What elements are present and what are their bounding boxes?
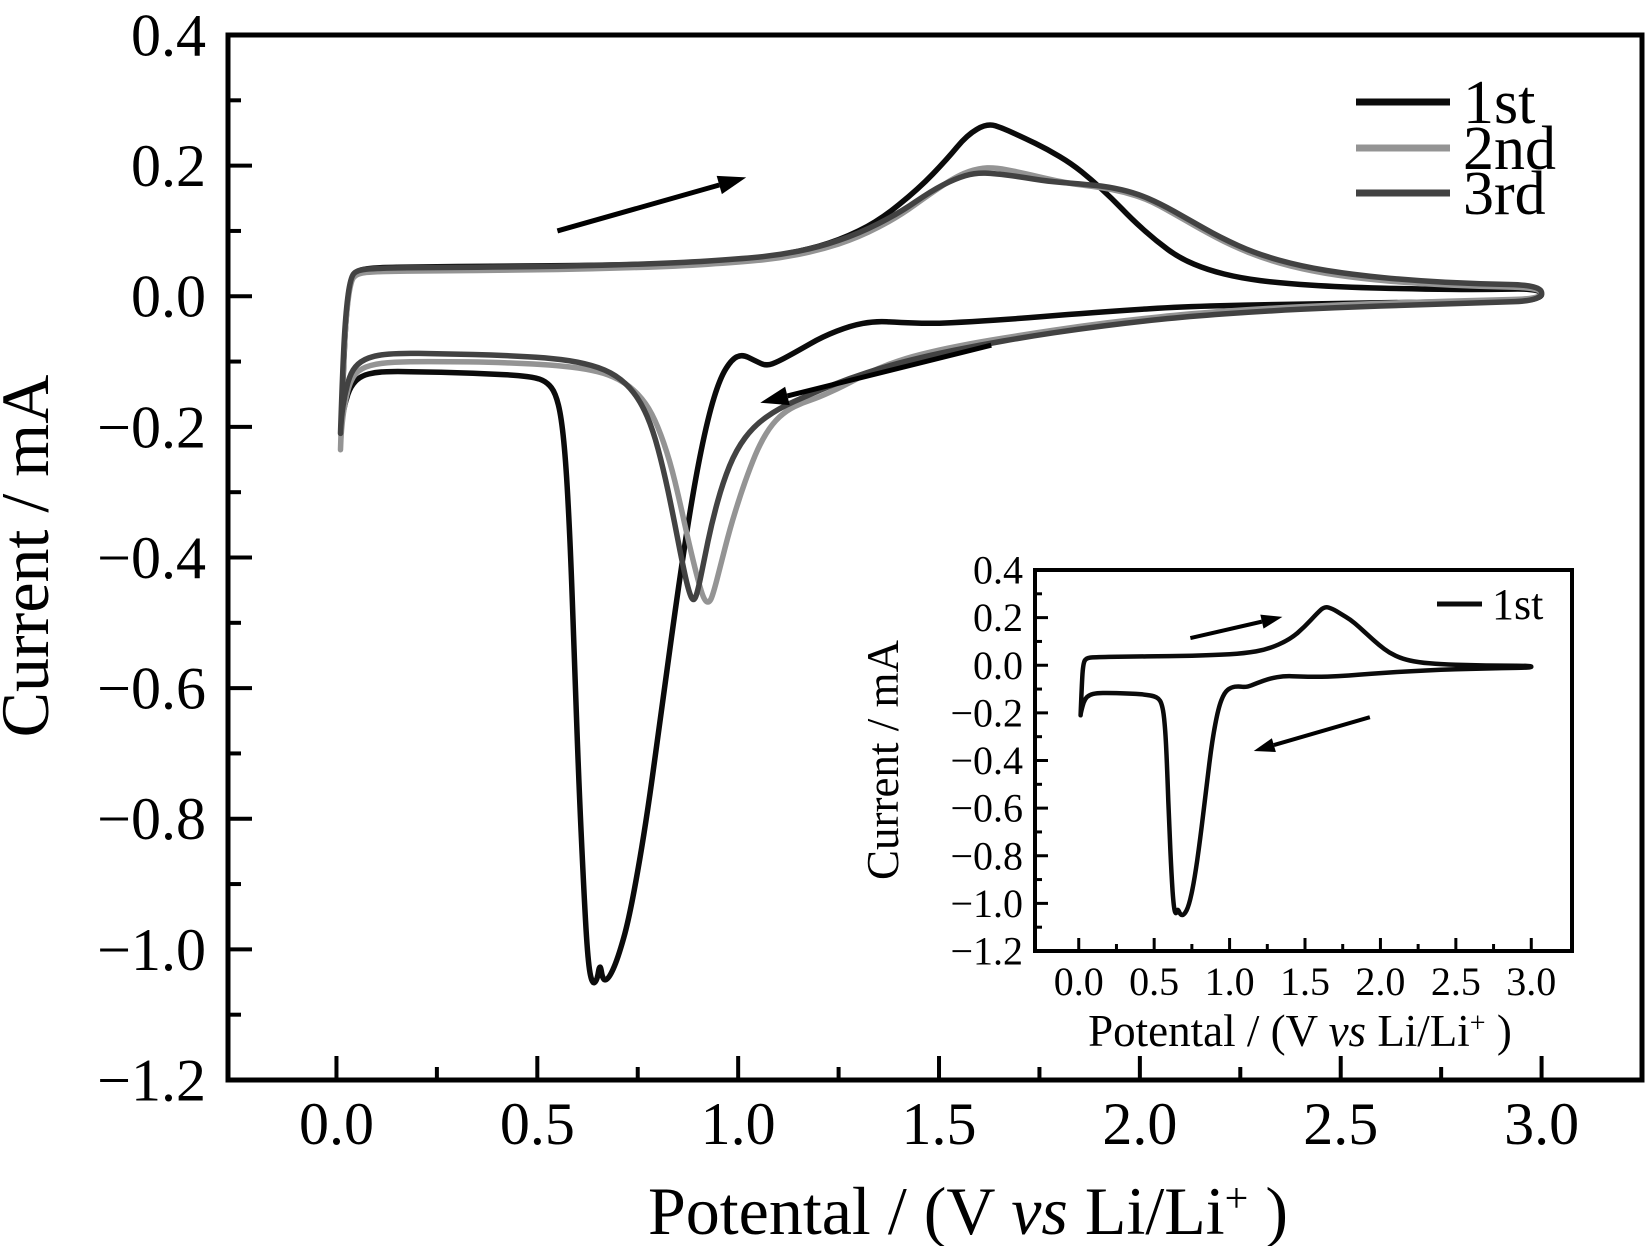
main-sweep-arrow-2-head [760,386,790,406]
main-legend-label-2nd: 2nd [1463,115,1556,183]
inset-x-axis-label: Potental / (V vs Li/Li+ ) [1088,1006,1512,1056]
inset-sweep-arrow-2-head [1253,738,1276,752]
main-x-tick-label: 0.0 [299,1091,374,1157]
main-y-tick-label: −0.2 [97,394,206,460]
inset-x-tick-label: 0.5 [1129,959,1179,1004]
main-x-axis-label: Potental / (V vs Li/Li+ ) [648,1173,1288,1246]
inset-y-tick-label: −0.6 [950,786,1023,831]
inset-y-axis-label: Current / mA [858,640,908,880]
main-y-tick-label: −1.2 [97,1047,206,1113]
inset-legend-label-1st: 1st [1492,580,1543,629]
inset-series-1st-curve [1078,604,1534,918]
inset-y-tick-label: 0.2 [973,595,1023,640]
main-y-tick-label: −0.4 [97,525,206,591]
inset-x-tick-label: 1.5 [1280,959,1330,1004]
inset-plot: 0.0 0.5 1.0 1.5 2.0 2.5 3.00.40.20.0−0.2−0.4−0… [858,548,1592,1056]
main-x-tick-label: 2.5 [1303,1091,1378,1157]
main-sweep-arrow-2-shaft [786,342,992,399]
inset-y-tick-label: 0.0 [973,643,1023,688]
main-y-tick-label: −0.6 [97,656,206,722]
main-y-tick-label: 0.2 [131,133,206,199]
main-sweep-arrow-1-head [716,175,747,195]
main-y-tick-label: −0.8 [97,786,206,852]
inset-y-tick-label: 0.4 [973,548,1023,593]
main-x-tick-label: 0.5 [500,1091,575,1157]
main-series-3rd-curve [337,170,1545,603]
main-y-tick-label: 0.0 [131,264,206,330]
main-x-tick-label: 1.5 [902,1091,977,1157]
main-legend-label-3rd: 3rd [1463,160,1546,228]
inset-y-tick-label: −0.2 [950,690,1023,735]
main-x-tick-label: 3.0 [1504,1091,1579,1157]
inset-sweep-arrow-1-head [1260,614,1283,629]
main-sweep-arrow-1-shaft [556,182,720,234]
main-series-1st-curve [338,122,1545,986]
inset-x-tick-label: 2.5 [1431,959,1481,1004]
inset-sweep-arrow-2-shaft [1273,715,1371,748]
inset-y-tick-label: −1.0 [950,881,1023,926]
inset-y-tick-label: −0.8 [950,833,1023,878]
inset-y-tick-label: −0.4 [950,738,1023,783]
inset-sweep-arrow-1-shaft [1189,619,1263,641]
inset-y-tick-label: −1.2 [950,929,1023,974]
inset-x-tick-label: 2.0 [1355,959,1405,1004]
main-y-tick-label: 0.4 [131,2,206,68]
main-series-2nd-curve [337,165,1545,605]
main-x-tick-label: 1.0 [701,1091,776,1157]
inset-background [975,560,1592,1036]
inset-x-tick-label: 0.0 [1054,959,1104,1004]
inset-x-tick-label: 3.0 [1506,959,1556,1004]
main-y-axis-label: Current / mA [0,375,63,738]
main-x-tick-label: 2.0 [1102,1091,1177,1157]
main-y-tick-label: −1.0 [97,917,206,983]
main-legend-label-1st: 1st [1463,69,1535,137]
inset-x-tick-label: 1.0 [1205,959,1255,1004]
